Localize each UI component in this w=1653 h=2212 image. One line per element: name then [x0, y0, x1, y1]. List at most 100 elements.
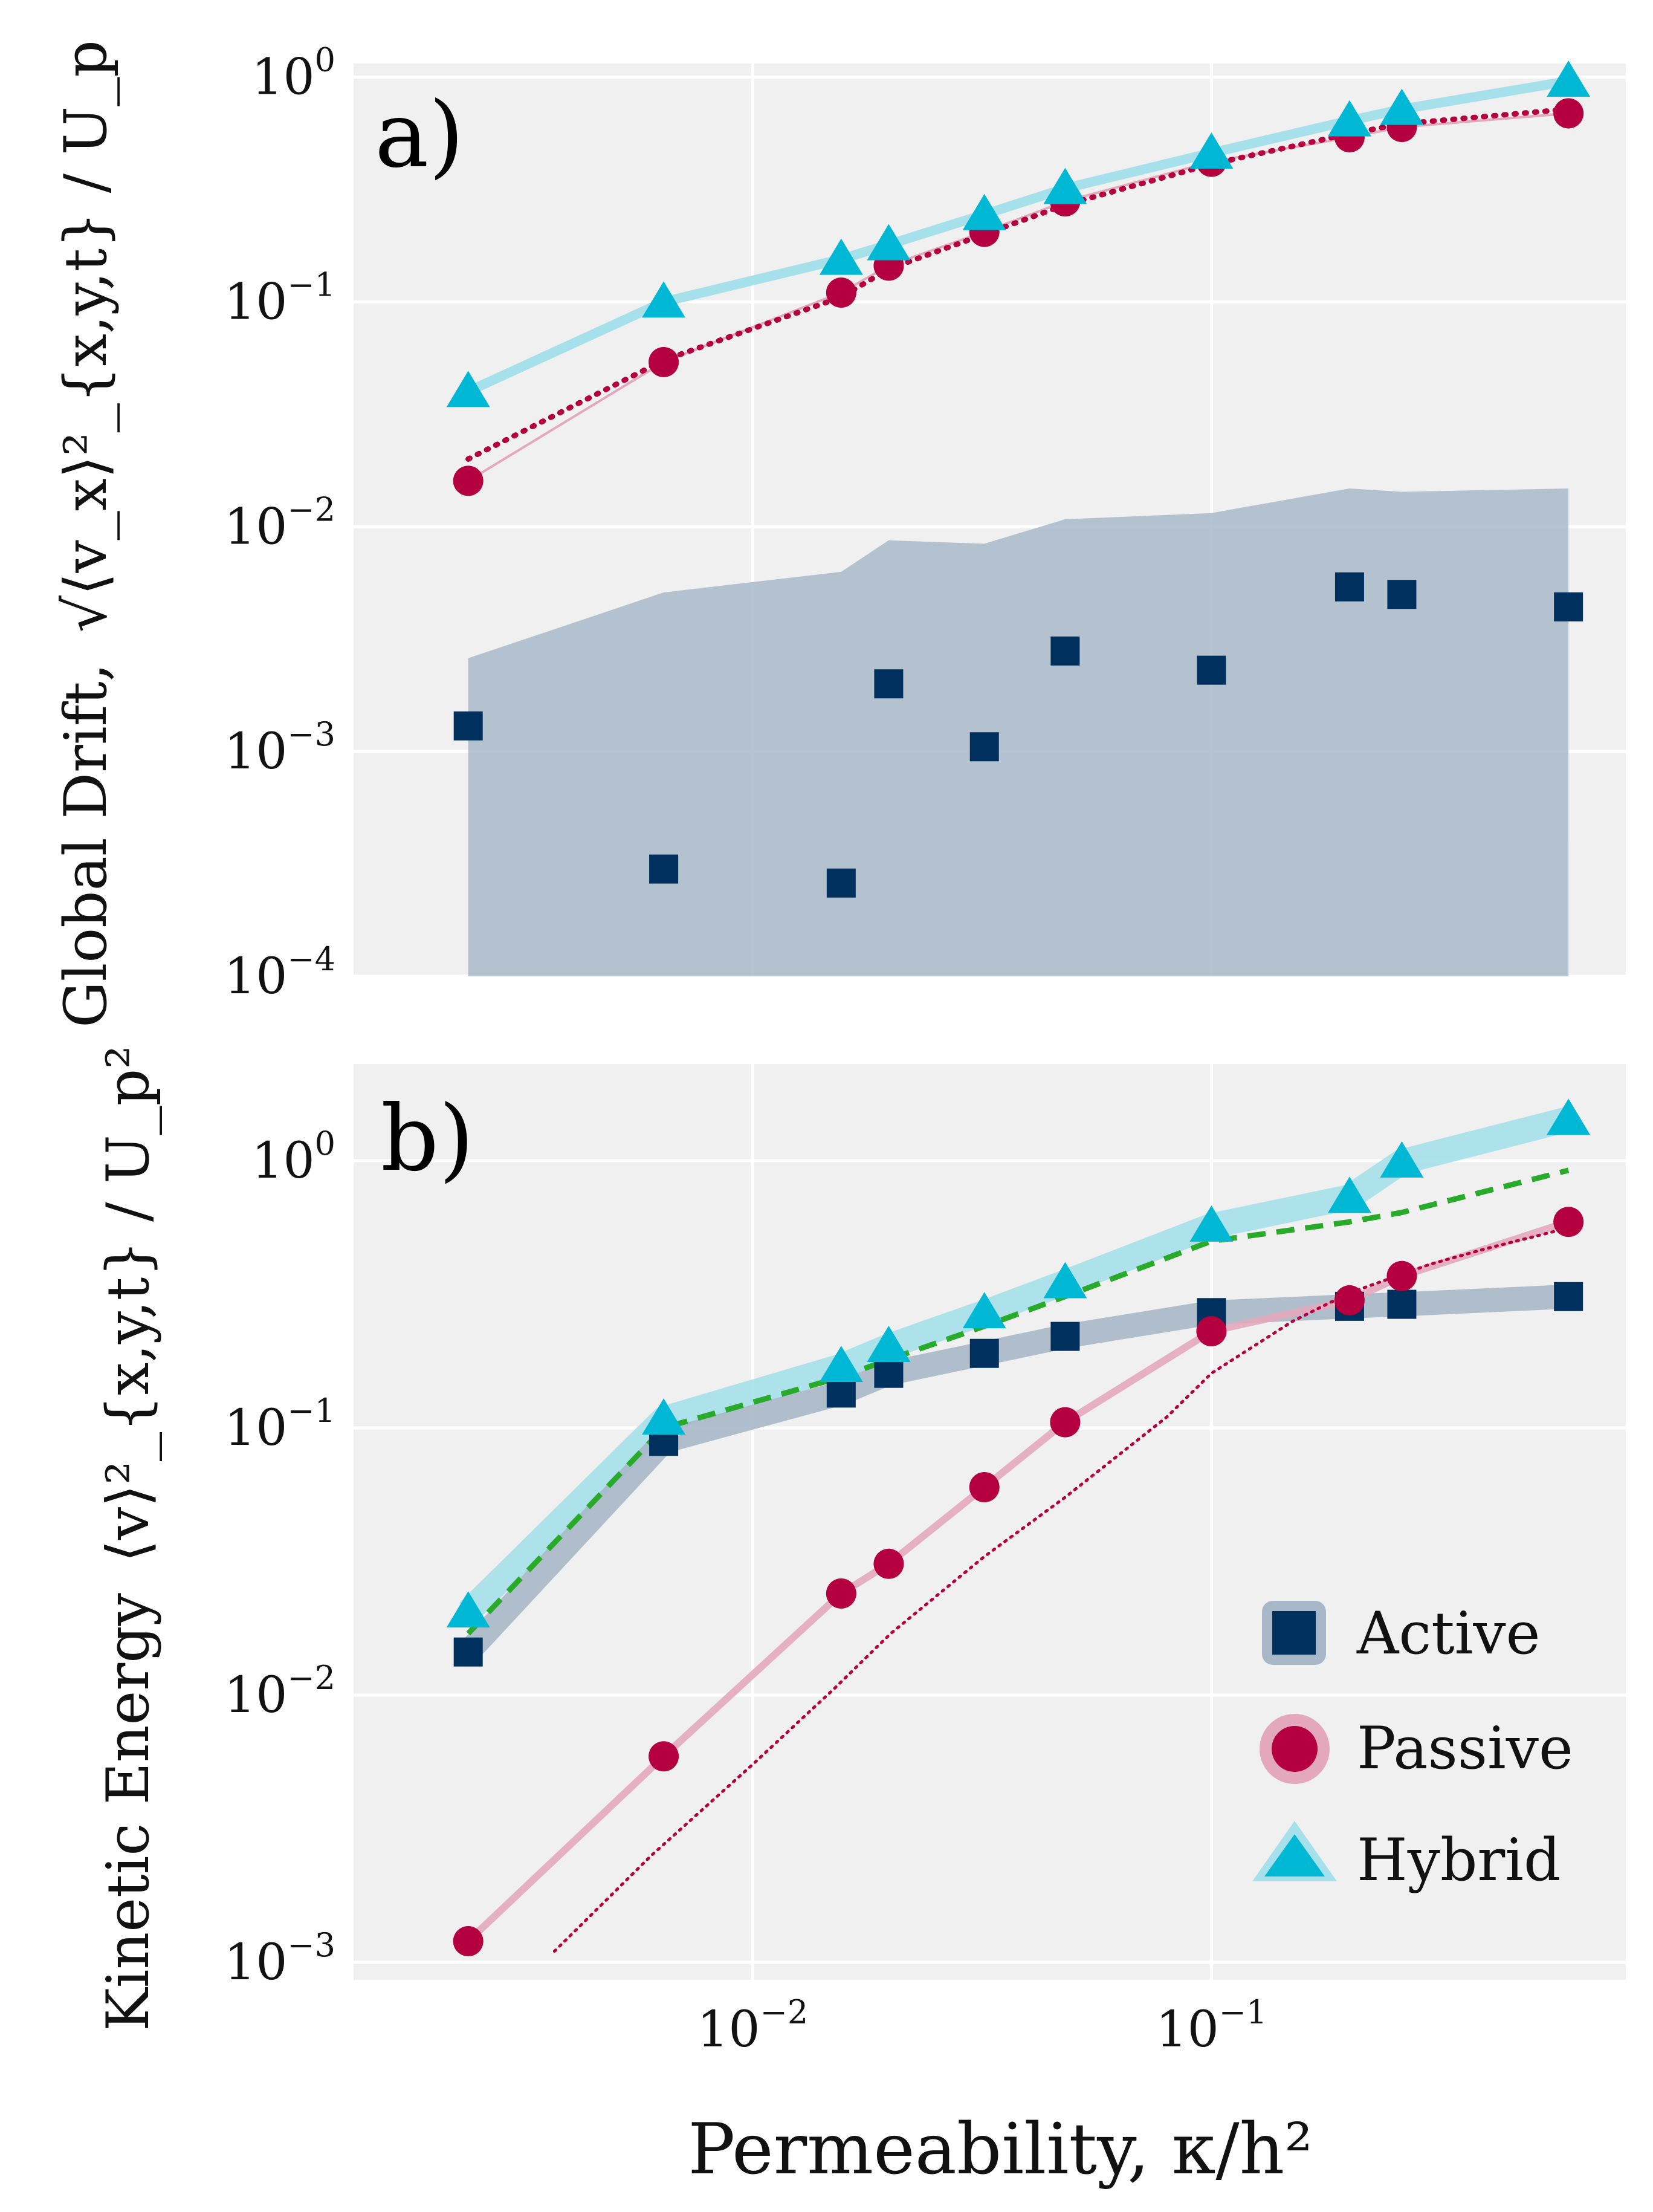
y-tick-label: 10−1	[224, 265, 335, 331]
panel-a-lines	[465, 76, 1571, 482]
hybrid-point	[1043, 1262, 1087, 1299]
active-point	[874, 1358, 904, 1388]
hybrid-point	[1380, 1141, 1424, 1178]
panel-a-y-axis-quantity: √⟨v_x⟩²_{x,y,t} / U_p	[52, 40, 120, 632]
active-point	[1554, 1282, 1583, 1311]
hybrid-point	[446, 1591, 490, 1628]
passive-band-line	[465, 1218, 1570, 1944]
y-tick-exponent: −4	[287, 940, 335, 978]
active-point	[1554, 592, 1583, 621]
y-tick-base: 10	[224, 1934, 287, 1991]
passive-point	[826, 277, 856, 308]
passive-point	[1386, 1260, 1417, 1291]
y-tick-exponent: 0	[315, 41, 335, 79]
y-tick-base: 10	[224, 498, 287, 556]
active-point	[1050, 636, 1080, 666]
panel-b-lines	[466, 1167, 1570, 1953]
active-point	[1387, 580, 1417, 609]
active-point	[969, 732, 999, 762]
panel-b-y-axis-title-text: Kinetic Energy	[94, 1593, 162, 2031]
y-tick-exponent: 0	[315, 1124, 335, 1163]
hybrid-point	[1327, 100, 1371, 137]
x-tick-label: 10−1	[1156, 1993, 1267, 2058]
panel-b-bands	[459, 1106, 1572, 1944]
hybrid-point	[642, 281, 686, 318]
passive-point	[1196, 1316, 1227, 1347]
active-point	[874, 669, 904, 699]
legend-hybrid-label: Hybrid	[1357, 1826, 1561, 1894]
y-tick-base: 10	[224, 1400, 287, 1457]
passive-point	[453, 465, 484, 496]
y-tick-exponent: −1	[287, 265, 335, 303]
hybrid-point	[446, 371, 490, 407]
active-band	[468, 488, 1569, 976]
active-point	[1387, 1289, 1417, 1319]
active-band-line	[459, 1284, 1570, 1661]
passive-point	[1050, 1407, 1081, 1438]
panel-a-y-axis-title-text: Global Drift,	[52, 663, 120, 1028]
active-point	[826, 868, 856, 898]
legend-active-marker	[1272, 1611, 1316, 1655]
hybrid-point	[1043, 167, 1087, 204]
active-point	[1050, 1322, 1080, 1351]
hybrid-point	[1327, 1176, 1371, 1213]
legend-passive-marker	[1272, 1726, 1318, 1772]
hybrid-point	[962, 1292, 1006, 1329]
y-tick-base: 10	[224, 948, 287, 1005]
legend-active-label: Active	[1356, 1600, 1540, 1667]
x-tick-base: 10	[1156, 2001, 1218, 2058]
y-tick-label: 10−1	[224, 1392, 335, 1457]
y-tick-exponent: −2	[287, 490, 335, 528]
active-point	[453, 1637, 483, 1667]
x-tick-base: 10	[697, 2001, 760, 2058]
hybrid-point	[867, 1325, 911, 1362]
y-tick-base: 10	[224, 1667, 287, 1724]
hybrid-point	[962, 193, 1006, 230]
passive-point	[873, 1548, 904, 1579]
hybrid-point	[1547, 60, 1591, 97]
y-tick-base: 10	[224, 723, 287, 780]
active-point	[969, 1338, 999, 1368]
passive-point	[453, 1926, 484, 1957]
x-axis-title: Permeability, κ/h²	[688, 2109, 1313, 2190]
panel-b-y-axis-title: Kinetic Energy ⟨v⟩²_{x,y,t} / U_p²	[94, 1045, 162, 2031]
passive-point	[969, 1472, 1000, 1503]
panel-b-markers	[446, 1098, 1591, 1957]
passive-point	[649, 1741, 679, 1772]
active-point	[1197, 655, 1226, 685]
passive-point	[1334, 1285, 1365, 1316]
hybrid-point	[1189, 132, 1234, 169]
hybrid-point	[819, 238, 863, 275]
hybrid-band-line	[466, 76, 1570, 396]
panel-b-x-ticks: 10−2 10−1	[697, 1993, 1267, 2058]
passive-point	[1553, 98, 1584, 129]
legend: Active Passive Hybrid	[1252, 1600, 1573, 1894]
y-tick-label: 10−2	[224, 490, 335, 556]
passive-light-line	[467, 112, 1569, 482]
y-tick-base: 10	[251, 1132, 314, 1190]
y-tick-label: 10−3	[224, 1926, 335, 1991]
x-tick-exponent: −1	[1219, 1993, 1267, 2031]
panel-a-markers	[446, 60, 1591, 898]
passive-point	[649, 346, 679, 377]
hybrid-point	[1380, 88, 1424, 125]
y-tick-exponent: −3	[287, 715, 335, 753]
legend-passive-label: Passive	[1357, 1714, 1573, 1782]
panel-b-label: b)	[381, 1086, 474, 1192]
y-tick-exponent: −3	[287, 1926, 335, 1964]
x-tick-label: 10−2	[697, 1993, 808, 2058]
hybrid-point	[642, 1398, 686, 1435]
panel-a-label: a)	[375, 83, 464, 188]
passive-point	[826, 1578, 856, 1609]
hybrid-fit-line	[466, 1167, 1570, 1636]
y-tick-base: 10	[224, 273, 287, 331]
x-tick-exponent: −2	[760, 1993, 809, 2031]
y-tick-label: 10−2	[224, 1659, 335, 1724]
hybrid-band-line	[459, 1106, 1572, 1621]
legend-hybrid-marker	[1264, 1834, 1325, 1876]
y-tick-exponent: −2	[287, 1659, 335, 1697]
